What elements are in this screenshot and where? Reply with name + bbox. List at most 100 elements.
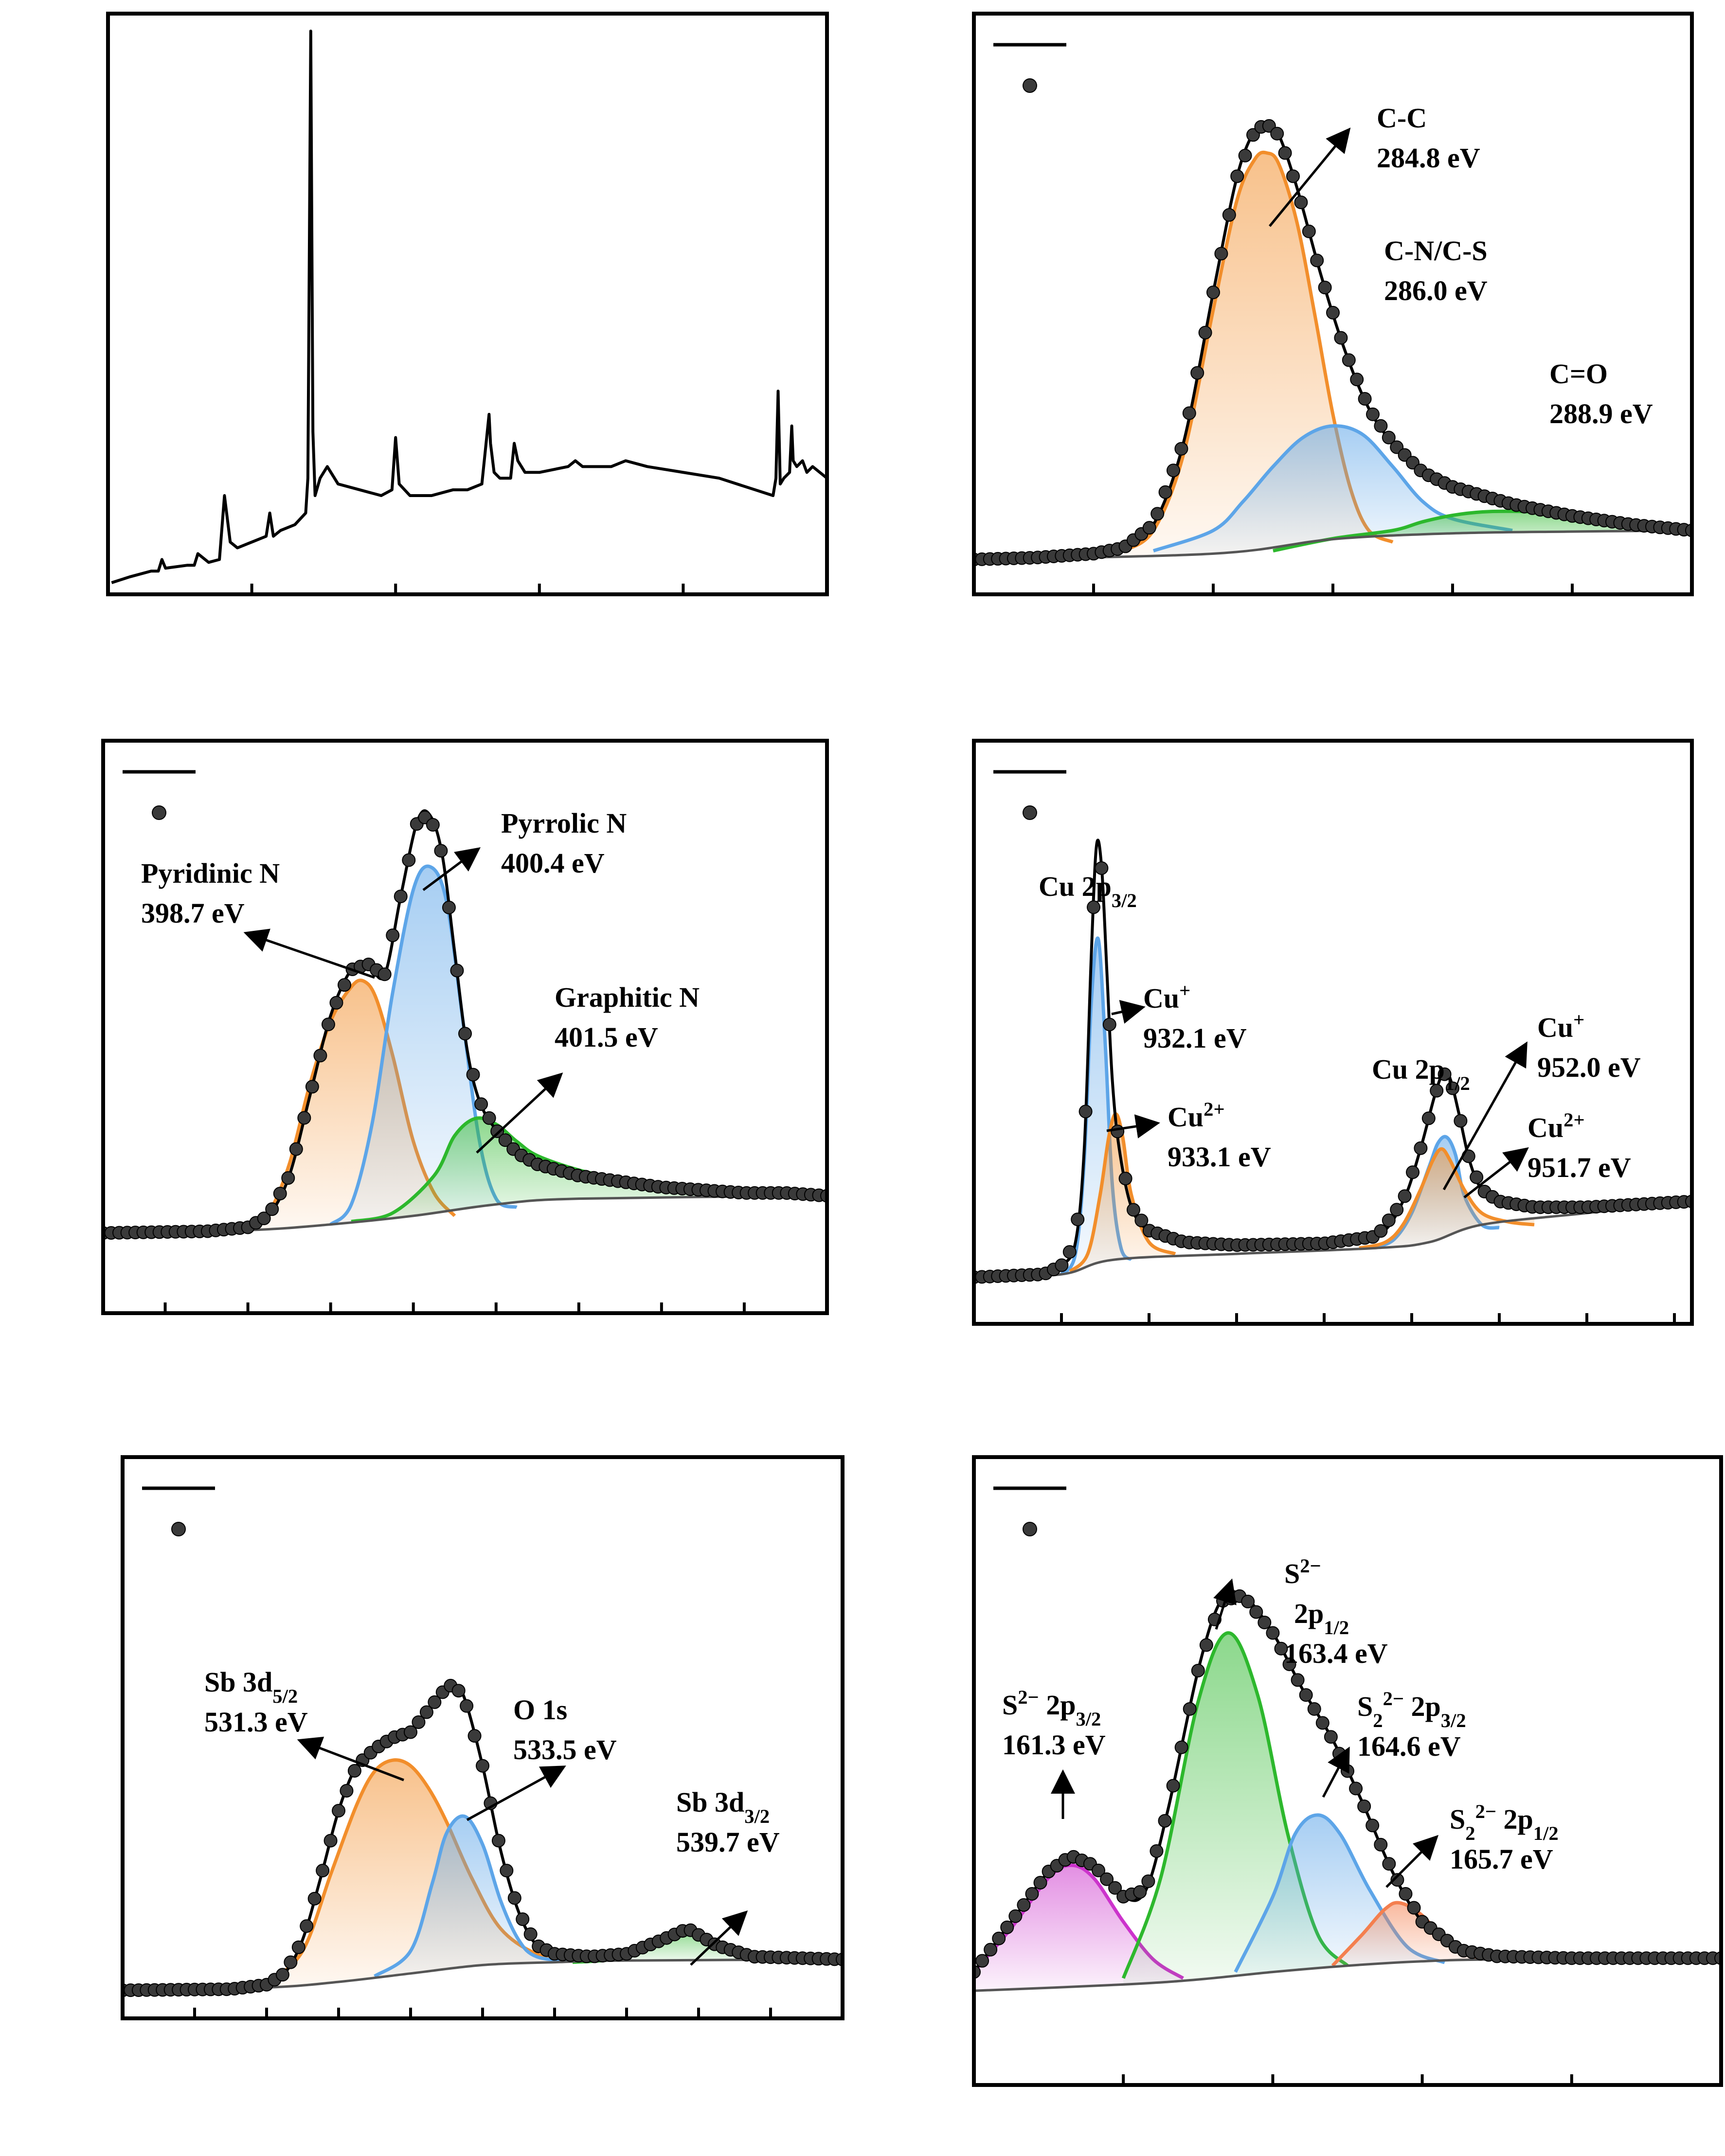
label-part: Cu — [1527, 1112, 1563, 1143]
label-part: C=O — [1549, 358, 1608, 390]
fitted-data-point — [498, 1133, 512, 1147]
fitted-data-point — [1470, 1170, 1484, 1184]
fitted-data-point — [273, 1187, 287, 1201]
fitted-data-point — [323, 1834, 338, 1848]
label-part: 3/2 — [1441, 1710, 1466, 1731]
label-part: 2− — [1383, 1688, 1404, 1710]
plot-area — [974, 838, 1692, 1284]
plot-frame — [106, 12, 829, 596]
label-part: Cu 2p — [1372, 1053, 1445, 1085]
label-part: C-C — [1377, 102, 1427, 134]
plot-area — [103, 809, 827, 1240]
fitted-data-point — [1182, 406, 1196, 420]
label-part: 2 — [1465, 1822, 1475, 1844]
fitted-data-point — [347, 1764, 361, 1778]
peak-label: Cu2+ — [1168, 1098, 1225, 1133]
peak-label: Cu+ — [1537, 1009, 1584, 1044]
fitted-data-point — [284, 1955, 298, 1969]
annotation-arrow — [297, 1736, 404, 1782]
component-line-3 — [1359, 1147, 1535, 1250]
fitted-data-point — [1166, 1779, 1180, 1793]
annotation-arrow — [1269, 127, 1351, 227]
fitted-data-point — [1230, 169, 1244, 183]
fitted-data-point — [1390, 1203, 1404, 1217]
fitted-data-point — [1174, 442, 1188, 456]
fitted-data-point — [975, 1954, 989, 1968]
fitted-data-point — [1398, 1189, 1412, 1203]
fitted-data-point — [1374, 1224, 1388, 1238]
plot-frame — [101, 739, 829, 1315]
peak-label: Cu2+ — [1527, 1109, 1585, 1144]
peak-label: Cu 2p3/2 — [1039, 871, 1137, 911]
fitted-data-point — [1302, 224, 1316, 238]
annotation-arrow — [1463, 1147, 1529, 1198]
fitted-data-point — [419, 1705, 433, 1719]
annotation-arrow — [1213, 1578, 1237, 1630]
fitted-data-point — [1291, 1673, 1305, 1687]
fitted-data-point — [1206, 285, 1220, 300]
label-part: 2+ — [1204, 1098, 1224, 1120]
label-part: 2− — [1300, 1555, 1321, 1577]
fitted-data-point — [1358, 392, 1372, 406]
fitted-data-point — [1150, 1844, 1164, 1858]
annotation-arrow — [1442, 1041, 1527, 1191]
fitted-data-point — [297, 1111, 311, 1125]
fitted-data-point — [1407, 1901, 1421, 1915]
fitted-data-point — [450, 963, 464, 978]
peak-label: C=O — [1549, 358, 1608, 390]
fitted-data-point — [1324, 1730, 1338, 1744]
fitted-data-point — [1071, 1212, 1085, 1227]
fitted-data-point — [1342, 353, 1356, 367]
peak-energy-label: 401.5 eV — [555, 1021, 658, 1053]
annotation-arrow — [476, 1072, 563, 1154]
peak-energy-label: 951.7 eV — [1527, 1152, 1631, 1183]
fitted-data-point — [476, 1759, 489, 1773]
label-part: + — [1573, 1009, 1584, 1031]
annotation-arrow — [1111, 1000, 1146, 1024]
fitted-data-point — [500, 1864, 514, 1878]
fitted-data-point — [507, 1891, 521, 1905]
label-part: 1/2 — [1324, 1617, 1349, 1639]
peak-energy-label: 165.7 eV — [1450, 1843, 1553, 1875]
fitted-data-point — [1198, 325, 1212, 339]
fitted-data-point — [1310, 253, 1324, 267]
label-part: 2− — [1018, 1686, 1039, 1708]
label-part: + — [1179, 980, 1190, 1001]
fitted-data-point — [1087, 900, 1100, 914]
fitted-data-point — [1390, 1873, 1404, 1887]
fitted-data-point — [1127, 1203, 1140, 1217]
peak-energy-label: 288.9 eV — [1549, 398, 1653, 429]
fitted-data-point — [1134, 1213, 1149, 1228]
fitted-data-point — [474, 1097, 488, 1111]
fitted-data-point — [442, 900, 456, 914]
label-part: S — [1284, 1558, 1300, 1589]
component-line-1 — [1152, 424, 1513, 552]
survey-spectrum-line — [111, 29, 827, 584]
fitted-data-point — [434, 844, 448, 858]
peak-label: Graphitic N — [555, 981, 700, 1013]
fitted-data-point — [426, 818, 440, 832]
legend-fitted-marker — [1023, 805, 1037, 820]
peak-energy-label: 398.7 eV — [141, 897, 245, 929]
peak-label: S2− 2p3/2 — [1002, 1686, 1101, 1730]
fitted-data-point — [1238, 148, 1252, 162]
fitted-data-point — [1282, 1657, 1296, 1672]
fitted-data-point — [490, 1124, 504, 1138]
panel-b: C-C 284.8 eV C-N/C-S 286.0 eV C=O 288.9 eV — [972, 12, 1694, 596]
fitted-data-point — [1241, 1594, 1255, 1608]
fitted-data-point — [1062, 1245, 1077, 1259]
label-part: S — [1450, 1803, 1465, 1835]
fitted-data-point — [289, 1142, 303, 1156]
peak-energy-label: 539.7 eV — [676, 1826, 780, 1858]
fitted-data-point — [491, 1834, 505, 1848]
fitted-data-point — [1249, 1605, 1263, 1619]
label-part: 2p — [1404, 1691, 1441, 1722]
fitted-data-point — [300, 1919, 314, 1933]
fitted-data-point — [451, 1684, 466, 1698]
fitted-data-point — [1299, 1688, 1313, 1702]
fitted-data-point — [992, 1931, 1006, 1945]
fitted-data-point — [1430, 1084, 1444, 1098]
annotation-arrow — [1106, 1114, 1160, 1139]
peak-label: C-N/C-S — [1384, 235, 1488, 267]
